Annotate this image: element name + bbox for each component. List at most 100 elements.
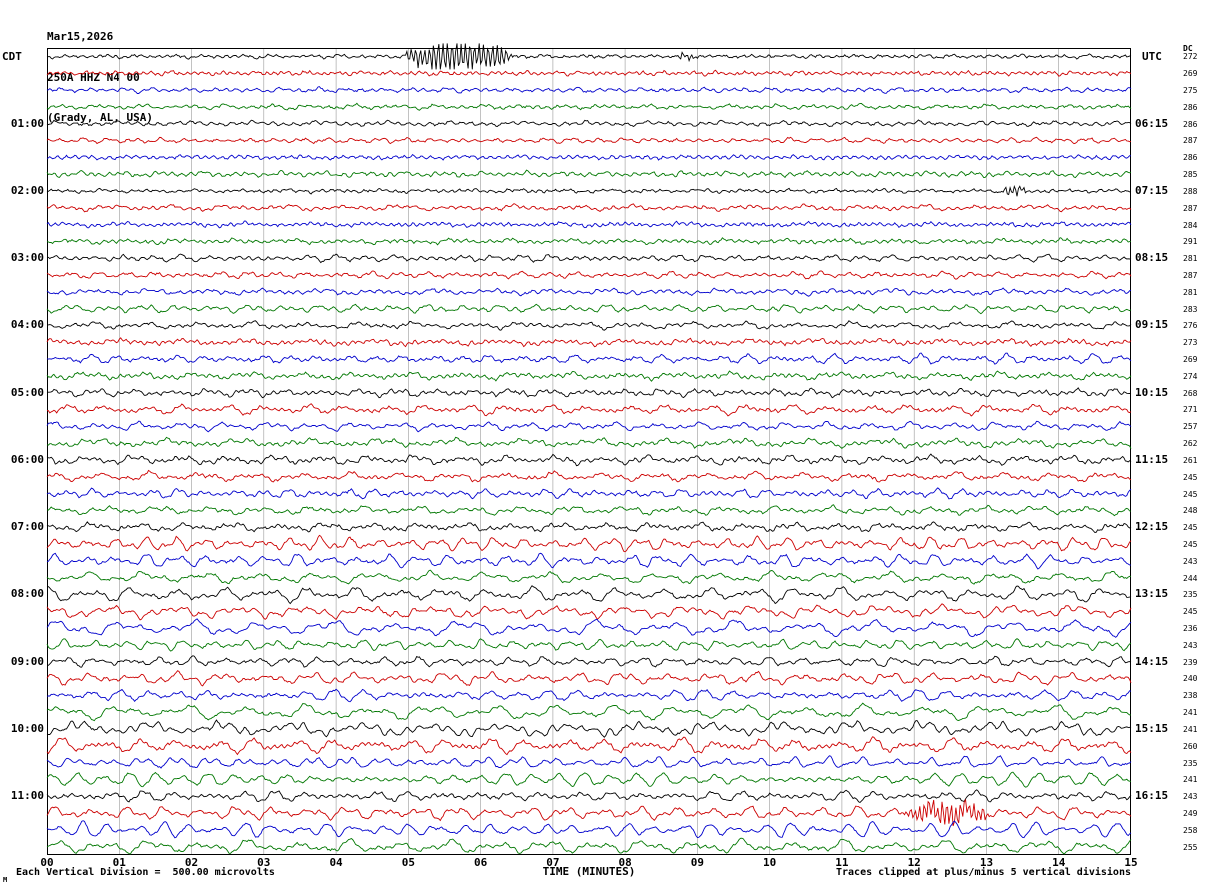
dc-offset-value: 285 (1183, 170, 1198, 180)
x-axis-tick: 07 (546, 856, 560, 869)
dc-offset-value: 243 (1183, 640, 1198, 650)
dc-offset-value: 287 (1183, 270, 1198, 280)
trace-row (46, 702, 1131, 722)
dc-offset-value: 258 (1183, 825, 1198, 835)
trace-row (46, 303, 1132, 315)
dc-offset-value: 286 (1183, 153, 1198, 163)
dc-offset-value: 291 (1183, 237, 1198, 247)
trace-row (46, 387, 1132, 399)
right-time-label: 13:15 (1135, 587, 1169, 601)
trace-row (46, 688, 1132, 703)
right-time-label: 11:15 (1135, 452, 1169, 466)
helicorder-plot (46, 43, 1132, 855)
corner-mark: M (3, 876, 8, 884)
right-time-label: 15:15 (1135, 721, 1169, 735)
trace-row (46, 820, 1132, 839)
trace-row (46, 521, 1132, 533)
trace-row (46, 270, 1132, 280)
left-time-label: 01:00 (10, 116, 44, 130)
trace-row (46, 552, 1132, 570)
trace-row (46, 504, 1132, 517)
left-time-label: 03:00 (10, 251, 44, 265)
x-axis-tick: 09 (690, 856, 705, 869)
dc-offset-value: 288 (1183, 186, 1198, 196)
trace-row (46, 469, 1132, 483)
header-block: Mar15,2026 250A HHZ N4 00 (Grady, AL, US… (47, 3, 153, 152)
right-time-label: 10:15 (1135, 385, 1169, 399)
seismogram-traces (46, 43, 1132, 855)
dc-offset-value: 243 (1183, 792, 1198, 802)
trace-row (46, 719, 1132, 738)
dc-offset-value: 262 (1183, 439, 1198, 449)
trace-row (46, 837, 1132, 855)
trace-row (46, 136, 1132, 145)
dc-offset-value: 248 (1183, 506, 1198, 516)
trace-row (46, 618, 1132, 638)
x-axis-tick: 05 (401, 856, 415, 869)
dc-offset-value: 236 (1183, 624, 1198, 634)
left-time-label: 07:00 (10, 520, 44, 534)
dc-offset-value: 245 (1183, 489, 1198, 499)
x-axis-tick: 10 (763, 856, 777, 869)
left-time-label: 05:00 (10, 385, 44, 399)
x-axis-tick: 13 (979, 856, 994, 869)
dc-offset-value: 240 (1183, 674, 1198, 684)
clip-note: Traces clipped at plus/minus 5 vertical … (835, 867, 1131, 878)
dc-offset-value: 241 (1183, 775, 1198, 785)
trace-row (46, 798, 1132, 827)
trace-row (46, 638, 1132, 652)
dc-offset-value: 283 (1183, 304, 1198, 314)
x-axis-tick: 03 (257, 856, 271, 869)
dc-offset-value: 238 (1183, 691, 1198, 701)
trace-row (46, 487, 1132, 500)
trace-row (46, 169, 1132, 179)
trace-row (46, 736, 1132, 756)
dc-offset-value: 271 (1183, 405, 1198, 415)
trace-row (46, 337, 1132, 348)
x-axis-tick: 12 (907, 856, 921, 869)
dc-offset-value: 245 (1183, 607, 1198, 617)
trace-row (46, 789, 1132, 804)
trace-row (46, 755, 1132, 769)
trace-row (46, 453, 1132, 467)
dc-column-header: DC (1183, 44, 1193, 53)
dc-offset-value: 281 (1183, 254, 1198, 264)
dc-offset-value: 243 (1183, 556, 1198, 566)
right-time-label: 06:15 (1135, 116, 1169, 130)
left-time-label: 02:00 (10, 183, 44, 197)
dc-offset-value: 257 (1183, 422, 1198, 432)
dc-offset-value: 255 (1183, 842, 1198, 852)
trace-row (46, 670, 1132, 687)
trace-row (46, 603, 1132, 621)
left-time-label: 06:00 (10, 452, 44, 466)
dc-offset-value: 245 (1183, 539, 1198, 549)
dc-offset-value: 269 (1183, 69, 1198, 79)
x-axis-tick: 06 (473, 856, 488, 869)
dc-offset-value: 284 (1183, 220, 1198, 230)
dc-offset-value: 286 (1183, 119, 1198, 129)
left-time-label: 09:00 (10, 654, 44, 668)
dc-offset-value: 241 (1183, 708, 1198, 718)
dc-offset-value: 241 (1183, 724, 1198, 734)
trace-row (46, 771, 1132, 788)
trace-row (46, 185, 1132, 197)
dc-offset-value: 235 (1183, 758, 1198, 768)
left-time-label: 04:00 (10, 318, 44, 332)
dc-offset-value: 281 (1183, 287, 1198, 297)
right-time-label: 09:15 (1135, 318, 1169, 332)
header-date: Mar15,2026 (47, 30, 114, 43)
trace-row (46, 203, 1132, 213)
dc-offset-value: 275 (1183, 86, 1198, 96)
x-axis-tick: 02 (184, 856, 199, 869)
trace-row (46, 585, 1132, 605)
right-timezone-label: UTC (1142, 50, 1162, 63)
dc-offset-value: 239 (1183, 657, 1198, 667)
x-axis-tick: 00 (40, 856, 54, 869)
x-axis-label: TIME (MINUTES) (542, 865, 636, 878)
trace-row (46, 320, 1132, 331)
dc-offset-value: 287 (1183, 136, 1198, 146)
x-axis-tick: 11 (835, 856, 849, 869)
trace-row (46, 569, 1132, 585)
trace-row (46, 436, 1132, 449)
